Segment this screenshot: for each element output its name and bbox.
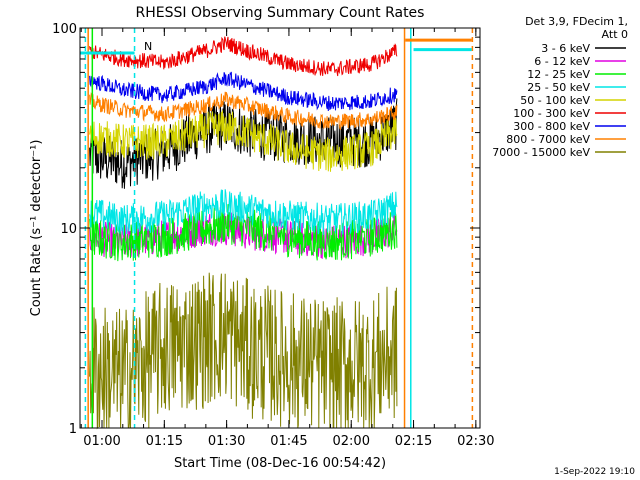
x-tick-label-3: 01:45 [270,434,307,449]
legend-label-7: 800 - 7000 keV [506,133,590,146]
legend-label-8: 7000 - 15000 keV [492,146,590,159]
series-line-8 [89,272,398,430]
legend-label-2: 12 - 25 keV [527,68,590,81]
series-line-7 [89,91,398,131]
y-tick-label-2: 100 [52,22,77,37]
series-layer [89,36,398,430]
legend-title-line-1: Det 3,9, FDecim 1, [525,15,628,28]
x-axis: 01:00 01:15 01:30 01:45 02:00 02:15 02:30 [80,28,495,449]
legend-label-3: 25 - 50 keV [527,81,590,94]
annotation-n: N [144,40,152,53]
legend-label-6: 300 - 800 keV [513,120,590,133]
x-tick-label-1: 01:15 [146,434,183,449]
legend-label-4: 50 - 100 keV [520,94,590,107]
y-tick-label-0: 1 [69,422,77,437]
x-tick-label-2: 01:30 [208,434,245,449]
chart-title: RHESSI Observing Summary Count Rates [136,5,425,21]
x-axis-label: Start Time (08-Dec-16 00:54:42) [174,456,386,471]
x-tick-label-4: 02:00 [333,434,370,449]
series-line-3 [89,189,398,236]
footer-timestamp: 1-Sep-2022 19:10 [554,467,635,477]
series-line-5 [89,36,398,77]
y-axis: 1 10 100 [52,22,480,437]
x-tick-label-6: 02:30 [457,434,494,449]
series-line-6 [89,71,398,112]
x-tick-label-5: 02:15 [395,434,432,449]
y-axis-label: Count Rate (s⁻¹ detector⁻¹) [29,140,44,317]
y-tick-label-1: 10 [60,222,77,237]
legend-title-line-2: Att 0 [602,28,628,41]
series-line-4 [89,110,398,172]
legend-label-5: 100 - 300 keV [513,107,590,120]
legend-label-1: 6 - 12 keV [534,55,590,68]
x-tick-label-0: 01:00 [83,434,120,449]
legend-label-0: 3 - 6 keV [541,42,590,55]
